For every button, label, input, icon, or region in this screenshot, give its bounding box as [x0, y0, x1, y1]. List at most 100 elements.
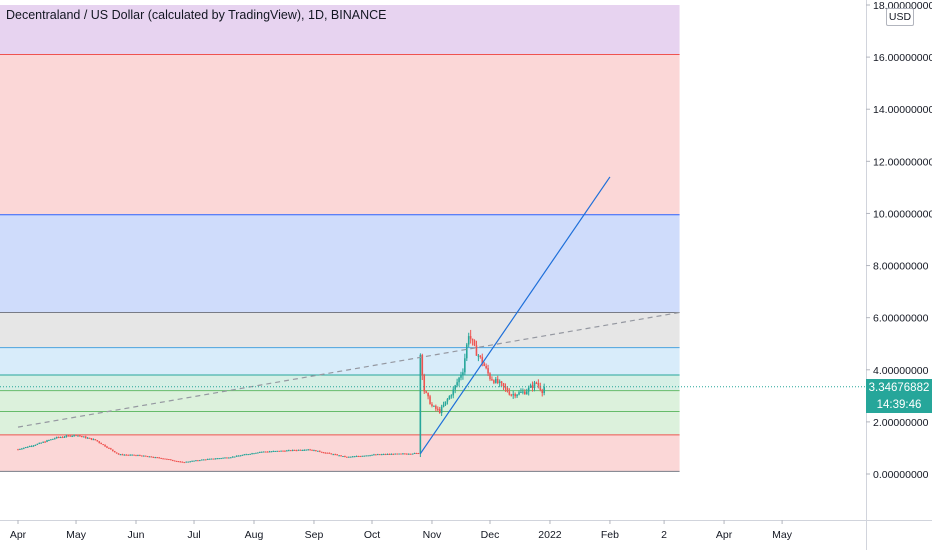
price-tick-label: 16.00000000 — [873, 52, 932, 64]
candle-body — [330, 453, 333, 455]
candle-body — [61, 437, 64, 439]
candle-body — [276, 450, 279, 452]
candle-body — [527, 387, 530, 392]
price-tick-label: 4.00000000 — [873, 365, 929, 377]
candle-body — [110, 448, 112, 450]
candle-body — [229, 457, 232, 459]
candle-body — [150, 456, 153, 458]
candle-body — [365, 455, 367, 457]
candle-body — [454, 385, 456, 390]
candle-body — [257, 452, 259, 454]
candle-body — [228, 457, 230, 459]
candle-body — [144, 455, 147, 457]
candle-body — [280, 450, 282, 452]
candle-body — [309, 449, 311, 451]
candle-body — [392, 453, 395, 455]
candle-body — [496, 378, 499, 383]
candle-body — [295, 450, 298, 452]
candle-body — [125, 454, 128, 456]
candle-body — [38, 442, 41, 444]
price-tick-label: 0.00000000 — [873, 469, 929, 481]
candle-body — [69, 435, 72, 437]
candle-body — [460, 375, 462, 378]
candle-body — [173, 460, 176, 462]
candle-body — [462, 372, 464, 376]
candle-body — [375, 454, 377, 456]
candle-body — [438, 409, 441, 413]
candle-body — [79, 435, 81, 437]
candle-body — [253, 453, 255, 455]
candle-body — [498, 381, 501, 383]
candle-body — [303, 449, 306, 451]
candle-body — [543, 386, 545, 394]
candle-body — [210, 458, 213, 460]
candle-body — [224, 457, 226, 459]
candle-body — [531, 385, 534, 388]
candle-body — [355, 456, 358, 458]
candle-body — [119, 454, 122, 456]
candle-body — [137, 455, 139, 457]
candle-body — [301, 449, 304, 451]
candle-body — [313, 450, 315, 452]
last-price-tag: 3.34676882 14:39:46 — [866, 378, 932, 413]
candle-body — [500, 381, 503, 384]
candle-body — [88, 437, 91, 439]
candle-body — [293, 449, 296, 451]
candle-body — [108, 447, 110, 449]
candle-body — [475, 345, 478, 356]
candle-body — [386, 453, 389, 455]
candle-body — [146, 456, 149, 458]
candle-body — [100, 442, 102, 445]
candle-body — [212, 458, 215, 460]
candle-body — [81, 436, 83, 438]
price-tick-label: 14.00000000 — [873, 104, 932, 116]
candle-body — [473, 340, 476, 346]
candle-body — [259, 451, 261, 453]
candle-body — [241, 454, 244, 456]
candle-body — [48, 440, 50, 442]
candle-body — [131, 454, 133, 456]
candle-body — [199, 460, 201, 462]
candle-body — [524, 391, 526, 395]
candle-body — [442, 404, 445, 407]
candle-body — [67, 435, 70, 437]
candle-body — [50, 439, 52, 441]
candle-body — [411, 453, 414, 455]
candle-body — [154, 457, 157, 459]
candle-body — [175, 460, 178, 462]
candle-body — [396, 453, 398, 455]
candle-body — [204, 459, 207, 461]
candle-body — [152, 456, 155, 458]
candle-body — [404, 453, 406, 455]
candle-body — [191, 460, 193, 462]
candle-body — [481, 356, 484, 364]
bar-countdown: 14:39:46 — [876, 398, 922, 411]
candle-body — [340, 455, 342, 457]
candle-body — [357, 456, 360, 458]
candle-body — [106, 446, 108, 448]
candle-body — [510, 394, 513, 396]
candle-body — [142, 455, 145, 457]
candle-body — [493, 380, 495, 383]
candle-body — [84, 436, 87, 438]
candle-body — [402, 453, 404, 455]
candle-body — [274, 450, 277, 452]
time-tick-label: 2 — [661, 529, 667, 541]
time-tick-label: Aug — [245, 529, 264, 541]
candle-body — [378, 454, 381, 456]
time-tick-label: May — [772, 529, 793, 541]
candle-body — [170, 459, 172, 461]
horizontal-zones — [0, 5, 680, 472]
candle-body — [506, 388, 509, 392]
candle-body — [429, 396, 431, 405]
zone-7 — [0, 434, 680, 472]
candle-body — [34, 444, 37, 446]
candle-body — [243, 454, 246, 456]
currency-badge[interactable]: USD — [886, 8, 914, 26]
candle-body — [251, 453, 253, 455]
candle-body — [427, 392, 429, 397]
candle-body — [104, 444, 106, 447]
candle-body — [483, 363, 485, 366]
